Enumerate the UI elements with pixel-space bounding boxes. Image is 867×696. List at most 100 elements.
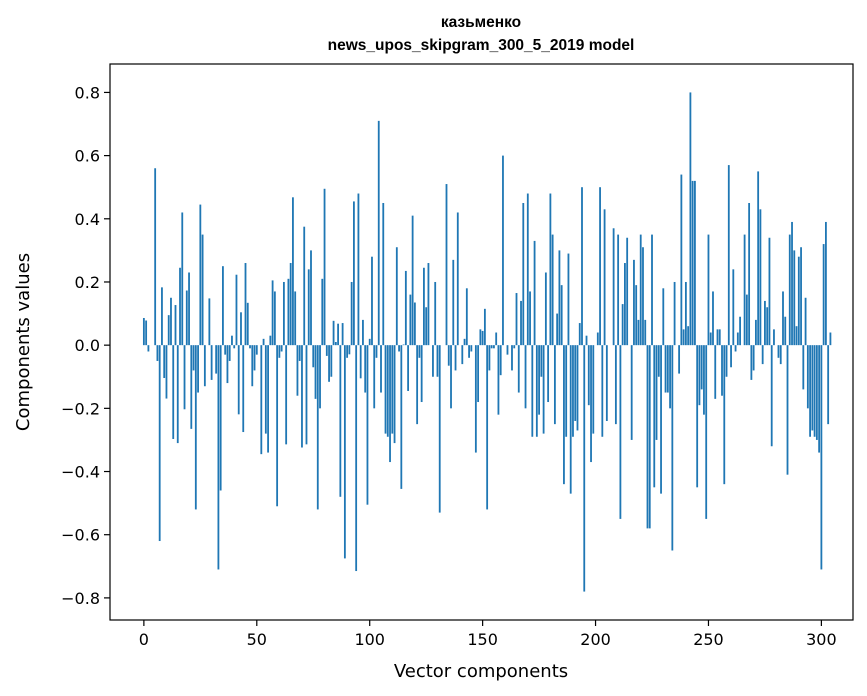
bar-124 <box>423 267 425 346</box>
bar-210 <box>617 234 620 346</box>
bar-186 <box>563 345 565 485</box>
bar-98 <box>364 345 367 393</box>
bar-36 <box>224 345 227 355</box>
bar-287 <box>791 221 793 346</box>
bar-171 <box>529 291 531 346</box>
bar-259 <box>727 165 730 346</box>
bar-144 <box>468 345 470 358</box>
bar-18 <box>183 345 186 410</box>
bar-43 <box>240 312 242 346</box>
bar-40 <box>233 345 236 349</box>
bar-25 <box>199 204 202 346</box>
bar-130 <box>436 345 439 377</box>
bar-152 <box>486 345 489 510</box>
bar-138 <box>454 345 457 371</box>
bar-196 <box>585 335 588 346</box>
bar-50 <box>255 345 258 355</box>
bar-125 <box>425 307 428 346</box>
bar-86 <box>337 323 339 346</box>
bar-21 <box>190 345 193 429</box>
bar-198 <box>590 345 592 463</box>
bar-231 <box>664 345 667 393</box>
bar-128 <box>432 345 434 377</box>
bar-182 <box>553 345 556 425</box>
bar-242 <box>689 92 692 346</box>
bar-143 <box>465 288 468 346</box>
bar-33 <box>217 345 220 570</box>
bar-7 <box>158 345 161 542</box>
bar-108 <box>386 345 389 437</box>
bar-255 <box>718 329 721 346</box>
y-tick-label: 0.2 <box>75 273 100 292</box>
bar-170 <box>526 193 529 346</box>
bar-299 <box>818 345 821 453</box>
bar-44 <box>242 345 245 433</box>
bar-272 <box>757 171 760 346</box>
bar-23 <box>194 345 197 510</box>
x-tick-label: 200 <box>580 630 611 649</box>
bar-256 <box>721 345 723 396</box>
bar-244 <box>694 180 696 346</box>
bar-82 <box>328 345 330 382</box>
bar-247 <box>700 345 703 390</box>
bar-239 <box>682 329 685 346</box>
bar-147 <box>474 345 477 453</box>
bar-172 <box>531 345 534 437</box>
bar-114 <box>400 345 403 489</box>
bar-197 <box>587 345 590 406</box>
bar-293 <box>804 297 807 346</box>
bar-47 <box>249 345 251 349</box>
plot-frame <box>109 63 854 621</box>
bar-126 <box>427 263 430 346</box>
bar-153 <box>488 345 491 371</box>
bar-150 <box>481 330 484 346</box>
bar-277 <box>768 237 771 346</box>
bar-77 <box>316 345 319 510</box>
bar-62 <box>282 281 285 346</box>
bar-63 <box>285 345 288 445</box>
bar-76 <box>314 345 317 399</box>
bar-93 <box>353 201 355 346</box>
y-tick-label: 0.6 <box>75 147 100 166</box>
bar-157 <box>497 345 500 415</box>
bar-34 <box>219 345 222 491</box>
bar-99 <box>366 345 369 505</box>
bar-17 <box>181 212 184 346</box>
bar-249 <box>705 345 708 519</box>
bar-49 <box>253 345 256 371</box>
bar-1 <box>145 320 148 346</box>
x-tick-label: 250 <box>693 630 724 649</box>
bar-297 <box>813 345 816 437</box>
bar-15 <box>176 345 179 444</box>
bar-30 <box>210 345 213 380</box>
bar-123 <box>420 345 423 403</box>
bar-283 <box>782 291 784 346</box>
bar-107 <box>384 345 387 434</box>
bar-38 <box>228 345 231 361</box>
bar-304 <box>829 332 832 346</box>
bar-211 <box>619 345 622 519</box>
bar-173 <box>533 240 536 346</box>
y-tick-label: 0.4 <box>75 210 100 229</box>
x-tick-label: 0 <box>139 630 149 649</box>
bar-16 <box>179 267 181 346</box>
bar-165 <box>515 293 518 346</box>
bar-41 <box>235 274 238 346</box>
bar-275 <box>764 300 766 346</box>
bar-113 <box>398 345 400 352</box>
bar-58 <box>273 291 276 346</box>
bar-290 <box>797 256 800 346</box>
bar-175 <box>538 345 540 415</box>
bar-218 <box>635 285 638 346</box>
bar-294 <box>806 345 809 409</box>
x-tick-label: 300 <box>806 630 837 649</box>
bar-56 <box>269 335 272 346</box>
bar-295 <box>809 345 811 437</box>
bar-163 <box>511 345 513 371</box>
bar-12 <box>170 297 172 346</box>
y-tick-label: −0.2 <box>61 399 100 418</box>
bar-131 <box>438 345 441 513</box>
bar-100 <box>368 338 371 346</box>
bar-279 <box>773 329 775 346</box>
bar-135 <box>447 345 450 366</box>
